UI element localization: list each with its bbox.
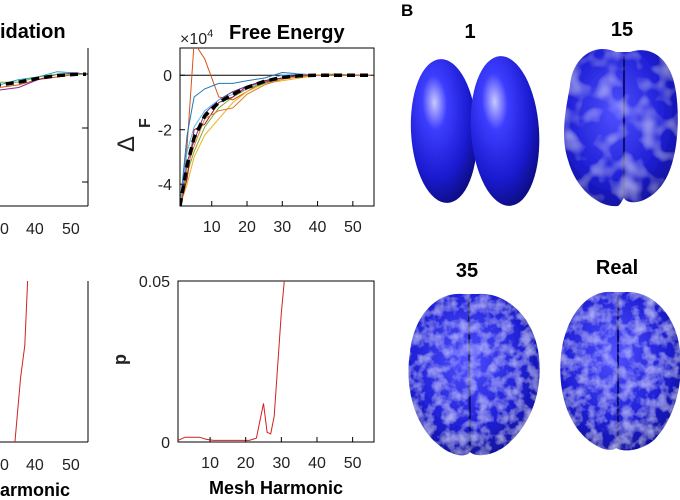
series-line-mean bbox=[180, 73, 371, 206]
series-group bbox=[178, 281, 285, 441]
series-line bbox=[178, 281, 285, 441]
y-tick-label: 0.05 bbox=[139, 274, 170, 291]
x-tick-label: 20 bbox=[238, 219, 256, 236]
chart-title-crossval: idation bbox=[0, 21, 66, 43]
x-tick-label: 0 bbox=[0, 457, 9, 474]
x-tick-label: 10 bbox=[203, 219, 221, 236]
x-tick-label: 50 bbox=[62, 457, 80, 474]
y-axis-label-f: F bbox=[137, 118, 154, 128]
chart-p-value: 10 20 30 40 50 0.05 0 p Mesh Harmonic bbox=[110, 274, 375, 498]
series-line bbox=[180, 73, 371, 206]
brain-real bbox=[560, 291, 680, 451]
x-tick-label: 40 bbox=[309, 219, 327, 236]
x-tick-label: 40 bbox=[308, 455, 326, 472]
x-tick-label: 40 bbox=[26, 221, 44, 238]
brain-15-harmonics bbox=[564, 49, 678, 207]
series-line bbox=[14, 281, 29, 442]
x-tick-label: 50 bbox=[344, 455, 362, 472]
series-line bbox=[180, 71, 371, 206]
series-group bbox=[0, 71, 87, 91]
plot-frame bbox=[179, 47, 375, 207]
x-axis-label-cropped: armonic bbox=[0, 480, 70, 500]
series-line bbox=[180, 48, 371, 206]
series-line bbox=[180, 74, 371, 206]
x-tick-label: 40 bbox=[26, 457, 44, 474]
x-tick-label: 10 bbox=[201, 455, 219, 472]
series-line bbox=[180, 74, 371, 206]
tick-group: 10 20 30 40 50 0 -2 -4 bbox=[158, 68, 362, 236]
chart-title-free-energy: Free Energy bbox=[229, 22, 345, 44]
y-axis-label-p: p bbox=[110, 354, 130, 365]
x-tick-label: 50 bbox=[344, 219, 362, 236]
series-line bbox=[180, 74, 371, 206]
chart-topleft: 0 40 50 bbox=[0, 48, 89, 238]
x-tick-label: 50 bbox=[62, 221, 80, 238]
panel-label-b: B bbox=[401, 1, 413, 20]
y-axis-label-delta: Δ bbox=[113, 136, 140, 152]
multiplier-label: ×104 bbox=[180, 28, 213, 48]
y-tick-label: 0 bbox=[163, 68, 172, 85]
brain-label-real: Real bbox=[596, 257, 638, 279]
series-group bbox=[180, 48, 371, 206]
x-tick-label: 20 bbox=[237, 455, 255, 472]
plot-frame bbox=[177, 280, 375, 443]
x-tick-label: 0 bbox=[0, 221, 9, 238]
brain-label-1: 1 bbox=[464, 21, 475, 43]
brain-35-harmonics bbox=[408, 293, 540, 456]
y-tick-label: 0 bbox=[161, 435, 170, 452]
brain-smooth-ellipsoids bbox=[410, 56, 540, 206]
chart-bottomleft: 0 40 50 armonic bbox=[0, 281, 89, 500]
x-axis-label: Mesh Harmonic bbox=[209, 478, 343, 498]
chart-free-energy: ×104 Free Energy 10 20 30 40 50 0 -2 -4 Δ F bbox=[113, 22, 375, 236]
brain-label-35: 35 bbox=[456, 260, 478, 282]
series-line bbox=[180, 73, 371, 206]
y-tick-label: -4 bbox=[158, 177, 172, 194]
series-line bbox=[180, 74, 371, 206]
brain-label-15: 15 bbox=[611, 19, 633, 41]
y-tick-label: -2 bbox=[158, 123, 172, 140]
tick-group: 10 20 30 40 50 0.05 0 bbox=[139, 274, 362, 472]
series-line-mean bbox=[0, 72, 87, 87]
x-tick-label: 30 bbox=[272, 455, 290, 472]
x-tick-label: 30 bbox=[273, 219, 291, 236]
series-group bbox=[14, 281, 29, 442]
